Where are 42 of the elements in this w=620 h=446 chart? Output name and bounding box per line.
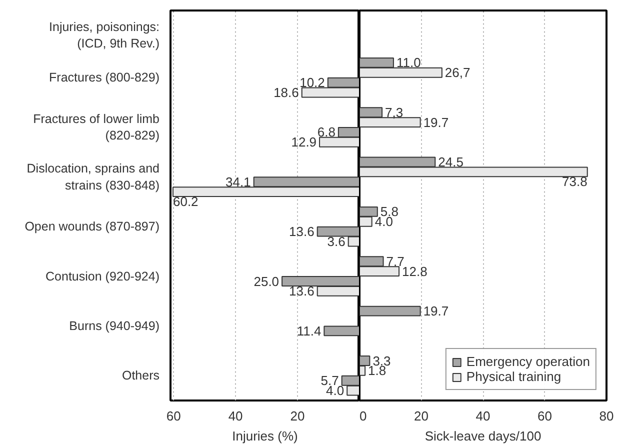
data-label: 10.2 xyxy=(300,75,325,90)
data-label: 11.0 xyxy=(396,55,421,70)
data-label: 6.8 xyxy=(317,124,336,140)
x-tick-label: 80 xyxy=(599,408,614,424)
data-label: 12.9 xyxy=(291,134,317,150)
data-label: 24.5 xyxy=(438,154,464,170)
x-tick-label: 60 xyxy=(538,408,552,424)
x-axis-title: Sick-leave days/100 xyxy=(424,428,542,444)
data-label: 12.8 xyxy=(402,264,428,279)
data-label: 19.7 xyxy=(423,304,449,319)
legend-label: Physical training xyxy=(466,369,562,384)
data-label: 3.6 xyxy=(327,234,346,250)
legend-label: Emergency operation xyxy=(466,354,590,369)
bar xyxy=(324,326,359,336)
y-tick-label: Fractures (800-829) xyxy=(49,70,160,85)
y-axis-title: Injuries, poisonings: (ICD, 9th Rev.) xyxy=(49,20,160,51)
y-tick-label: Others xyxy=(122,368,160,383)
data-label: 25.0 xyxy=(254,274,280,289)
data-label: 34.1 xyxy=(226,174,251,190)
data-label: 7,3 xyxy=(385,104,404,120)
data-label: 73.8 xyxy=(562,174,588,189)
y-tick-label: Dislocation, sprains and strains (830-848) xyxy=(26,162,160,192)
x-tick-label: 20 xyxy=(414,408,428,424)
data-label: 18.6 xyxy=(274,84,299,100)
y-tick-label: Fractures of lower limb (820-829) xyxy=(33,112,160,143)
bar xyxy=(360,306,421,316)
data-label: 13.6 xyxy=(289,284,314,299)
data-label: 7.7 xyxy=(386,254,404,269)
data-label: 11.4 xyxy=(296,323,322,338)
data-label: 19.7 xyxy=(423,114,449,130)
y-tick-label: Burns (940-949) xyxy=(69,318,160,333)
x-tick-label: 0 xyxy=(360,408,367,424)
y-tick-label: Contusion (920-924) xyxy=(46,269,160,284)
x-tick-label: 20 xyxy=(290,408,305,424)
data-label: 13.6 xyxy=(289,224,314,240)
data-label: 26,7 xyxy=(444,65,470,80)
y-tick-label: Open wounds (870-897) xyxy=(24,220,160,234)
x-tick-label: 40 xyxy=(228,408,243,424)
x-tick-label: 60 xyxy=(166,408,181,424)
data-label: 60.2 xyxy=(172,194,198,209)
x-axis-title: Injuries (%) xyxy=(232,428,298,444)
x-tick-label: 40 xyxy=(476,408,490,424)
